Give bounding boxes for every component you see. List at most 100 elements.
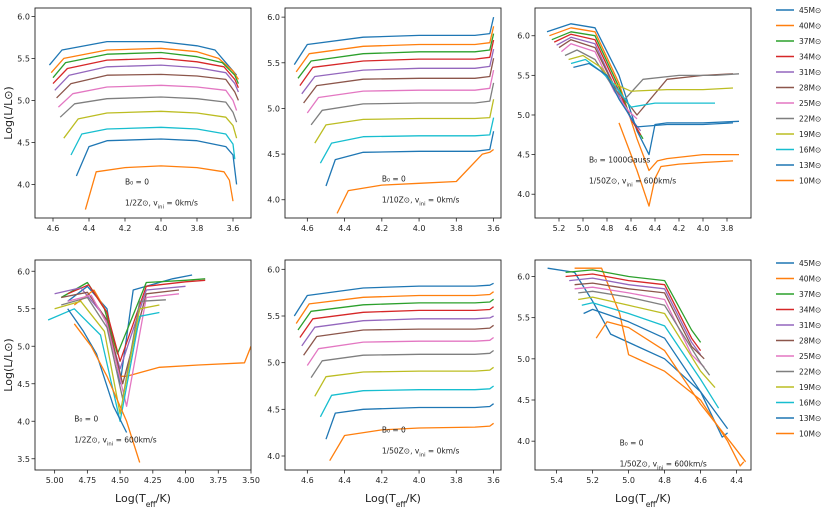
tracks xyxy=(546,23,740,207)
y-tick-label: 5.0 xyxy=(517,355,530,364)
track-34msun xyxy=(52,57,239,89)
x-tick-label: 4.75 xyxy=(78,476,96,485)
track-37msun xyxy=(565,269,702,343)
y-tick-label: 5.5 xyxy=(267,312,280,321)
panel-annotation: B₀ = 0 xyxy=(125,177,149,186)
legend-label: 40M⊙ xyxy=(799,275,821,284)
y-tick-label: 4.5 xyxy=(267,405,280,414)
x-tick-label: 4.6 xyxy=(47,224,60,233)
x-tick-label: 3.8 xyxy=(721,224,734,233)
x-tick-label: 4.4 xyxy=(338,224,351,233)
track-10msun xyxy=(595,321,747,463)
x-tick-label: 4.50 xyxy=(111,476,129,485)
legend-label: 10M⊙ xyxy=(799,177,821,186)
track-40msun xyxy=(549,27,739,172)
legend: 45M⊙ 40M⊙ 37M⊙ 34M⊙ 31M⊙ 28M⊙ 25M⊙ 22M⊙ 19M⊙ 16M⊙… xyxy=(776,6,821,186)
track-40msun xyxy=(295,291,494,324)
x-tick-label: 4.6 xyxy=(694,476,707,485)
plot-frame xyxy=(34,7,252,219)
x-tick-label: 3.6 xyxy=(487,224,500,233)
x-tick-label: 3.6 xyxy=(227,224,240,233)
track-22msun xyxy=(59,96,238,123)
x-tick-label: 5.4 xyxy=(550,476,563,485)
track-34msun xyxy=(299,306,494,338)
legend-label: 19M⊙ xyxy=(799,383,821,392)
track-45msun xyxy=(547,267,728,438)
x-tick-label: 4.4 xyxy=(730,476,743,485)
panel-annotation: 1/2Z⊙, vini = 0km/s xyxy=(125,198,198,210)
x-tick-label: 4.2 xyxy=(375,476,388,485)
y-tick-label: 5.0 xyxy=(17,96,30,105)
track-31msun xyxy=(569,277,702,356)
y-tick-label: 3.5 xyxy=(17,455,30,464)
track-19msun xyxy=(568,54,734,92)
panel-annotation: B₀ = 0 xyxy=(74,414,98,423)
plot-frame xyxy=(284,7,502,219)
track-31msun xyxy=(54,64,239,93)
tracks xyxy=(293,282,494,462)
track-10msun xyxy=(336,148,494,214)
legend-label: 37M⊙ xyxy=(799,37,821,46)
track-45msun xyxy=(48,40,238,76)
panel-annotation: B₀ = 0 xyxy=(382,174,406,183)
x-tick-label: 3.75 xyxy=(209,476,227,485)
track-10msun xyxy=(84,165,234,210)
legend-label: 28M⊙ xyxy=(799,337,821,346)
track-37msun xyxy=(297,33,495,79)
track-16msun xyxy=(581,302,720,409)
track-25msun xyxy=(306,336,494,366)
track-28msun xyxy=(574,282,705,360)
panel-top-middle: 4.6 4.4 4.2 4.0 3.8 3.6 4.0 4.5 5.0 5.5 6.0 B₀ = 0 1… xyxy=(267,7,502,233)
track-45msun xyxy=(67,274,193,385)
track-37msun xyxy=(297,298,494,331)
panel-bottom-right: 5.4 5.2 5.0 4.8 4.6 4.4 4.0 4.5 5.0 5.5 6.0 B₀ = 0 1… xyxy=(517,259,752,485)
legend-label: 10M⊙ xyxy=(799,430,821,439)
track-22msun xyxy=(310,349,494,378)
y-tick-label: 4.0 xyxy=(517,190,530,199)
y-tick-label: 5.0 xyxy=(267,104,280,113)
track-31msun xyxy=(301,315,494,347)
track-25msun xyxy=(574,286,705,368)
legend-label: 25M⊙ xyxy=(799,99,821,108)
track-28msun xyxy=(61,289,180,385)
legend-label: 16M⊙ xyxy=(799,146,821,155)
panel-annotation: 1/10Z⊙, vini = 0km/s xyxy=(382,195,460,207)
y-tick-label: 4.5 xyxy=(517,151,530,160)
y-tick-label: 4.5 xyxy=(517,396,530,405)
y-tick-label: 5.0 xyxy=(517,111,530,120)
y-tick-label: 5.5 xyxy=(517,71,530,80)
x-tick-label: 5.2 xyxy=(553,224,566,233)
y-axis-label: Log(L/L⊙) xyxy=(2,338,15,391)
track-28msun xyxy=(303,58,495,104)
y-tick-label: 5.5 xyxy=(17,54,30,63)
legend-label: 34M⊙ xyxy=(799,53,821,62)
track-22msun xyxy=(61,296,166,400)
track-34msun xyxy=(565,273,702,351)
y-tick-label: 6.0 xyxy=(517,32,530,41)
legend-label: 45M⊙ xyxy=(799,6,821,15)
track-10msun xyxy=(618,122,734,207)
track-19msun xyxy=(54,300,160,415)
legend-label: 25M⊙ xyxy=(799,352,821,361)
x-tick-label: 5.0 xyxy=(577,224,590,233)
track-13msun xyxy=(325,131,495,187)
legend-label: 34M⊙ xyxy=(799,306,821,315)
x-tick-label: 3.6 xyxy=(487,476,500,485)
y-tick-label: 5.5 xyxy=(17,305,30,314)
y-tick-label: 5.0 xyxy=(267,359,280,368)
track-40msun xyxy=(574,267,745,467)
y-tick-label: 6.0 xyxy=(267,265,280,274)
track-13msun xyxy=(67,308,128,433)
x-tick-label: 4.0 xyxy=(413,476,426,485)
track-13msun xyxy=(583,308,729,430)
legends: 45M⊙ 40M⊙ 37M⊙ 34M⊙ 31M⊙ 28M⊙ 25M⊙ 22M⊙ 19M⊙ 16M⊙… xyxy=(776,6,821,439)
track-16msun xyxy=(319,117,495,164)
track-19msun xyxy=(63,110,238,139)
track-10msun xyxy=(73,323,141,463)
x-tick-label: 3.50 xyxy=(242,476,260,485)
plot-frame xyxy=(534,259,752,471)
legend-label: 22M⊙ xyxy=(799,368,821,377)
x-tick-label: 4.2 xyxy=(375,224,388,233)
x-tick-label: 4.0 xyxy=(413,224,426,233)
track-25msun xyxy=(306,69,495,114)
